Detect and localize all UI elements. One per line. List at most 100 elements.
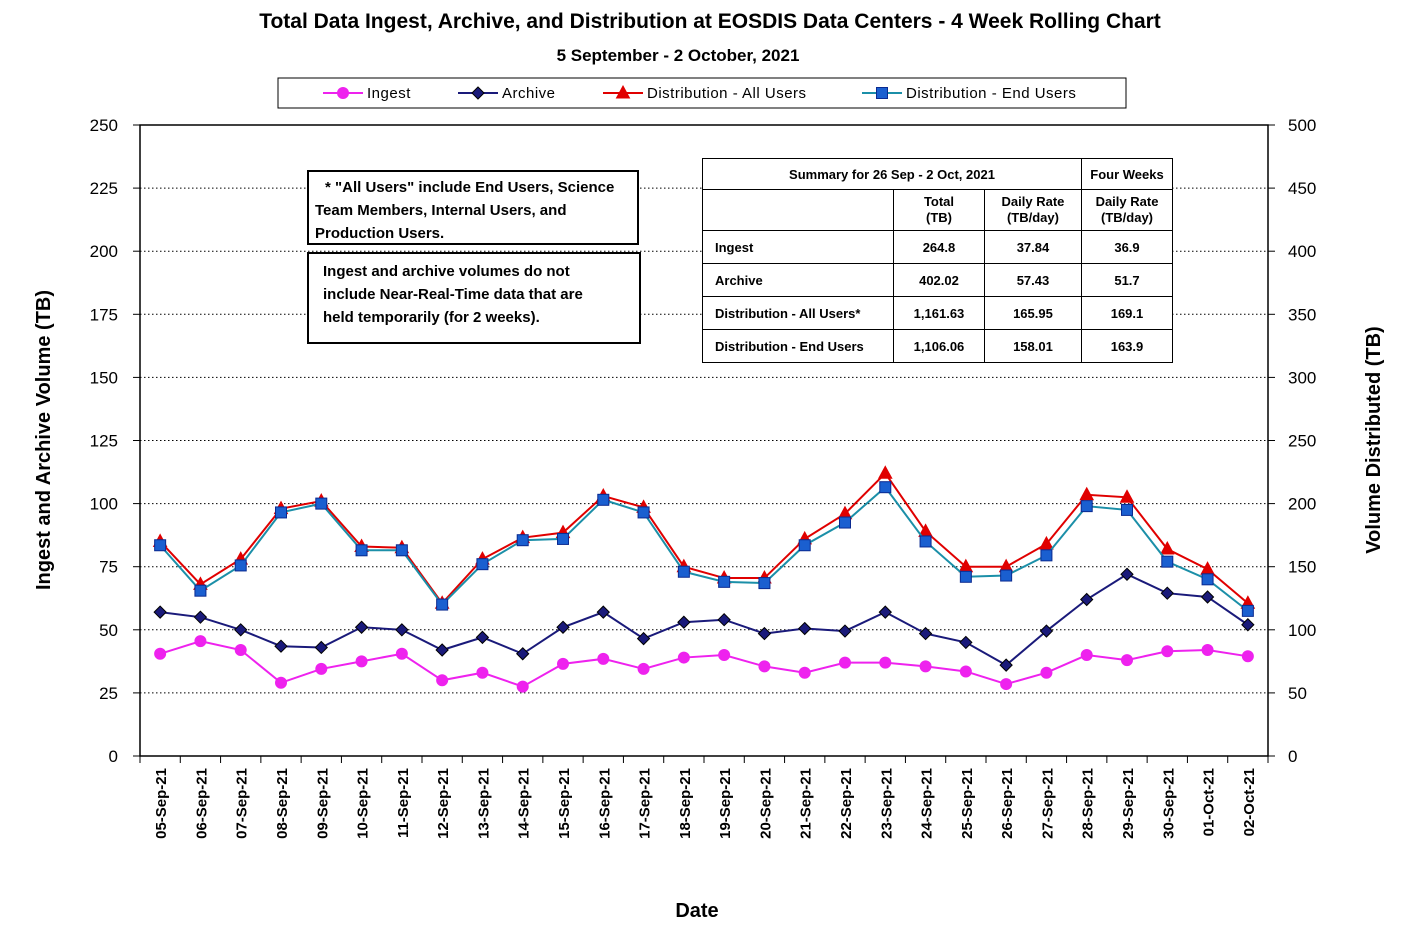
y-right-tick-label: 350 [1288, 305, 1316, 324]
data-point [154, 647, 167, 660]
data-point [1040, 549, 1053, 562]
data-point [337, 87, 349, 99]
summary-daily-header: Daily Rate (TB/day) [983, 189, 1083, 231]
data-point [354, 620, 369, 634]
header-line: (TB) [925, 210, 952, 225]
data-point [1119, 489, 1135, 503]
data-point [876, 87, 888, 99]
data-point [516, 680, 529, 693]
summary-row-archive: Archive 402.02 57.43 51.7 [701, 263, 1173, 297]
note-near-real-time: Ingest and archive volumes do not includ… [307, 252, 641, 344]
x-tick-label: 15-Sep-21 [556, 768, 573, 839]
chart-title: Total Data Ingest, Archive, and Distribu… [259, 10, 1161, 33]
row-four-weeks: 36.9 [1081, 230, 1173, 264]
series-distribution-all-users [152, 465, 1256, 609]
data-point [1080, 500, 1093, 513]
data-point [878, 605, 892, 619]
row-four-weeks: 51.7 [1081, 263, 1173, 297]
data-point [999, 658, 1013, 672]
x-tick-label: 20-Sep-21 [757, 768, 774, 839]
data-point [436, 674, 449, 687]
series-distribution-end-users [154, 481, 1254, 617]
data-point [471, 86, 485, 100]
summary-total-header: Total (TB) [893, 189, 985, 231]
legend-label: Archive [502, 85, 556, 102]
x-tick-label: 30-Sep-21 [1160, 768, 1177, 839]
header-line: Total [923, 194, 955, 209]
y-right-tick-label: 0 [1288, 747, 1297, 766]
data-point [919, 660, 932, 673]
data-point [234, 643, 247, 656]
series-line [160, 573, 1249, 667]
data-point [1121, 503, 1133, 516]
x-tick-label: 09-Sep-21 [314, 768, 331, 839]
data-point [476, 558, 489, 571]
y-left-tick-label: 0 [109, 747, 118, 766]
y-right-tick-label: 400 [1288, 242, 1316, 261]
header-line: Daily Rate [1001, 194, 1065, 209]
series-layer [152, 465, 1256, 693]
legend-label: Distribution - All Users [647, 85, 807, 102]
data-point [597, 652, 610, 665]
note-line: held temporarily (for 2 weeks). [323, 309, 540, 326]
data-point [717, 612, 731, 627]
data-point [1080, 592, 1094, 607]
data-point [274, 639, 288, 653]
x-tick-label: 01-Oct-21 [1201, 768, 1218, 836]
series-archive [153, 567, 1255, 672]
data-point [838, 624, 852, 638]
y-left-tick-label: 125 [90, 432, 118, 451]
data-point [1160, 586, 1174, 600]
data-point [677, 565, 690, 578]
y-right-tick-label: 100 [1288, 621, 1316, 640]
x-tick-label: 29-Sep-21 [1120, 768, 1137, 839]
row-label: Ingest [701, 230, 895, 264]
data-point [839, 516, 851, 529]
chart-subtitle: 5 September - 2 October, 2021 [557, 46, 800, 65]
data-point [315, 662, 328, 675]
series-line [159, 640, 1249, 688]
data-point [556, 620, 570, 634]
x-tick-label: 02-Oct-21 [1241, 768, 1258, 836]
data-point [879, 481, 892, 494]
x-tick-label: 19-Sep-21 [717, 768, 734, 839]
data-point [275, 506, 287, 519]
data-point [919, 535, 932, 548]
series-line [159, 471, 1249, 605]
summary-label-header [701, 189, 895, 231]
x-axis-title: Date [675, 900, 718, 922]
data-point [1200, 561, 1215, 575]
x-tick-label: 22-Sep-21 [838, 768, 855, 839]
note-line: Ingest and archive volumes do not [323, 263, 570, 280]
data-point [959, 665, 972, 678]
data-point [757, 626, 772, 641]
y-axis-right-title: Volume Distributed (TB) [1363, 326, 1385, 553]
y-right-tick-label: 50 [1288, 684, 1307, 703]
x-tick-label: 05-Sep-21 [153, 768, 170, 839]
data-point [435, 643, 449, 657]
x-tick-label: 10-Sep-21 [355, 768, 372, 839]
summary-four-weeks-header: Four Weeks [1081, 158, 1173, 190]
data-point [596, 605, 610, 619]
y-left-tick-label: 175 [90, 305, 118, 324]
row-daily: 165.95 [983, 296, 1083, 330]
row-total: 402.02 [893, 263, 985, 297]
data-point [718, 575, 731, 588]
axes: 0 25 50 75 100 125 150 175 200 225 250 0 50 100 150 200… [90, 116, 1317, 839]
y-left-tick-label: 50 [99, 621, 118, 640]
row-four-weeks: 169.1 [1081, 296, 1173, 330]
data-point [1161, 645, 1174, 658]
data-point [193, 610, 208, 624]
row-label: Archive [701, 263, 895, 297]
header-line: (TB/day) [1006, 210, 1059, 225]
y-left-tick-label: 250 [90, 116, 118, 135]
legend: Ingest Archive Distribution - All Users Dis… [277, 77, 1127, 109]
row-total: 1,106.06 [893, 329, 985, 363]
x-tick-label: 24-Sep-21 [919, 768, 936, 839]
series-ingest [154, 635, 1254, 693]
summary-title: Summary for 26 Sep - 2 Oct, 2021 [702, 158, 1082, 190]
data-point [315, 497, 328, 510]
data-point [557, 657, 569, 670]
data-point [1039, 535, 1054, 550]
data-point [395, 647, 408, 660]
